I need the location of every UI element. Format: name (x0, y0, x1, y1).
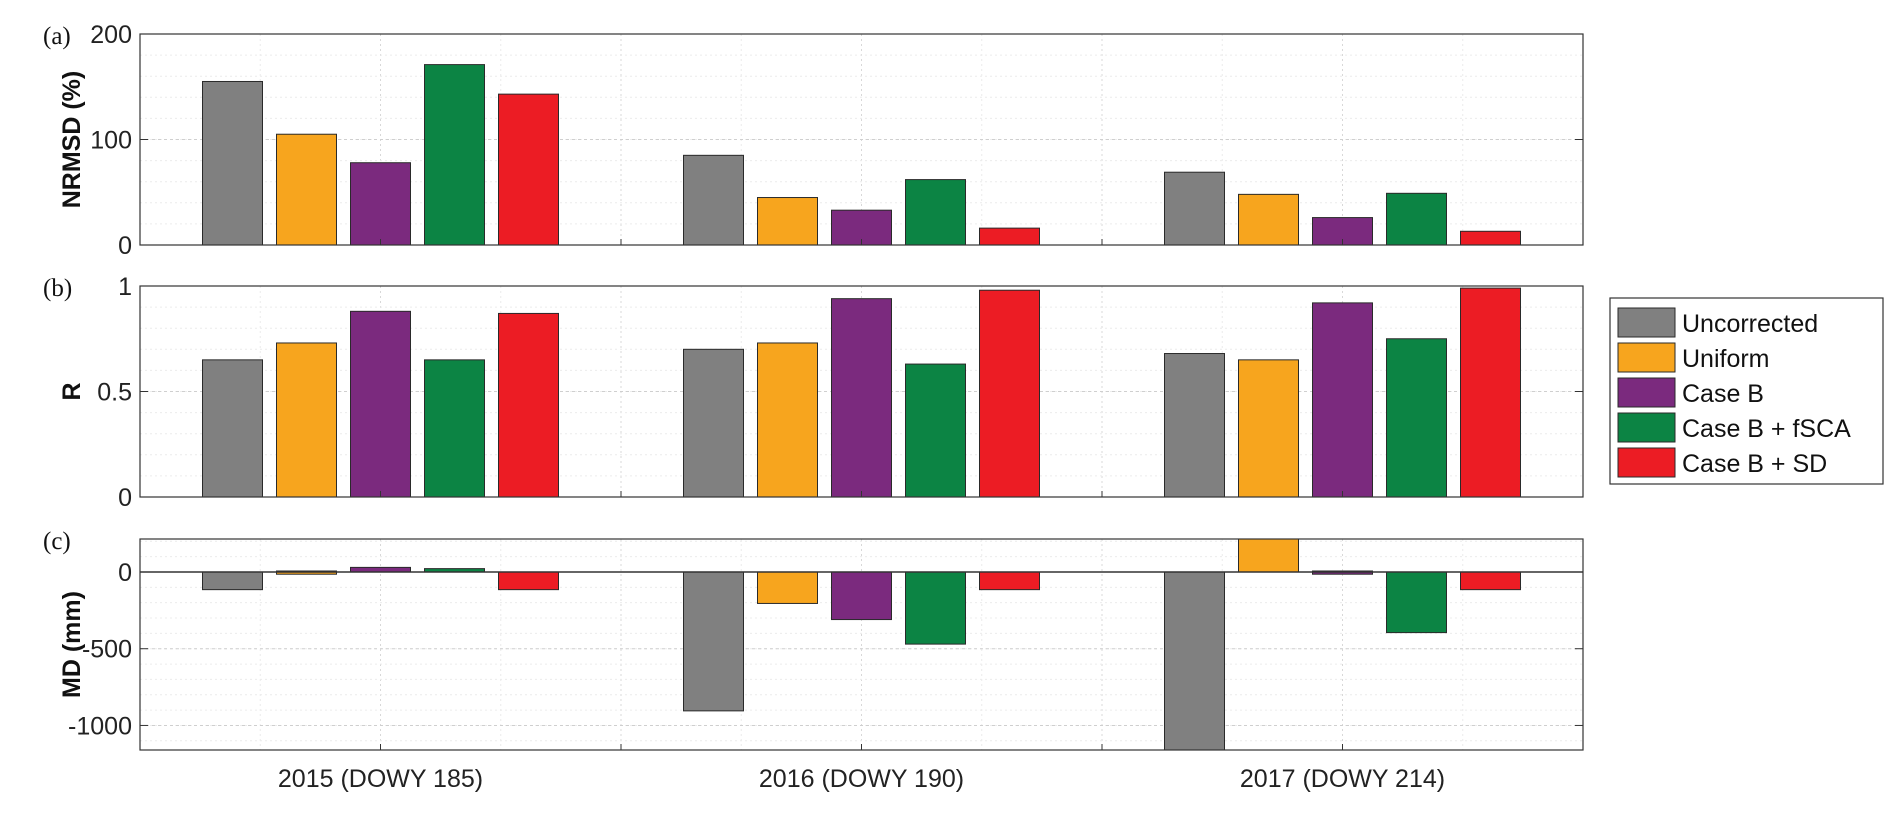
bar-md-mm--case-b-sd-2 (1460, 571, 1521, 591)
bar-r-uncorrected-1 (683, 348, 744, 498)
bar-r-case-b-sd-2 (1460, 287, 1521, 498)
bar-r-case-b-1 (831, 298, 892, 498)
legend-entry: Case B (1682, 380, 1764, 408)
bar-r-case-b-sd-0 (498, 312, 559, 498)
bar-md-mm--uncorrected-1 (683, 571, 744, 712)
legend-swatch-uncorrected (1617, 307, 1676, 338)
y-tick-label: 0 (118, 484, 132, 512)
panel-label: (a) (43, 23, 71, 50)
legend-entry: Uncorrected (1682, 310, 1818, 338)
bar-md-mm--uncorrected-0 (202, 571, 263, 591)
bar-nrmsd--uncorrected-1 (683, 154, 744, 246)
y-tick-label: 0.5 (97, 379, 132, 407)
bar-md-mm--case-b-sd-1 (979, 571, 1040, 591)
y-tick-label: -1000 (68, 712, 132, 740)
legend-entry: Case B + fSCA (1682, 415, 1851, 443)
y-axis-label: NRMSD (%) (58, 71, 86, 209)
bar-nrmsd--case-b-sd-0 (498, 93, 559, 246)
y-tick-label: -500 (82, 636, 132, 664)
x-tick-label: 2015 (DOWY 185) (278, 765, 483, 793)
bar-r-case-b-0 (350, 310, 411, 498)
panel-label: (b) (43, 275, 72, 302)
panel-label: (c) (43, 528, 71, 555)
y-tick-label: 0 (118, 232, 132, 260)
legend-entry: Uniform (1682, 345, 1770, 373)
bar-md-mm--case-b-1 (831, 571, 892, 621)
bar-md-mm--case-b-sd-0 (498, 571, 559, 591)
y-tick-label: 200 (90, 21, 132, 49)
bar-r-uniform-0 (276, 342, 337, 498)
bar-nrmsd--case-b-fsca-0 (424, 64, 485, 246)
y-tick-label: 1 (118, 273, 132, 301)
bar-r-case-b-fsca-0 (424, 359, 485, 498)
bar-md-mm--uniform-1 (757, 571, 818, 604)
bar-r-case-b-sd-1 (979, 289, 1040, 498)
bar-nrmsd--uniform-2 (1238, 193, 1299, 246)
bar-r-uncorrected-2 (1164, 353, 1225, 498)
legend-swatch-uniform (1617, 342, 1676, 373)
bar-nrmsd--case-b-0 (350, 162, 411, 246)
bar-nrmsd--uncorrected-0 (202, 80, 263, 246)
bar-r-case-b-2 (1312, 302, 1373, 498)
legend-swatch-case-b (1617, 377, 1676, 408)
bar-nrmsd--case-b-fsca-1 (905, 179, 966, 246)
bar-nrmsd--uniform-0 (276, 133, 337, 246)
bar-r-uniform-1 (757, 342, 818, 498)
x-tick-label: 2016 (DOWY 190) (759, 765, 964, 793)
legend-entry: Case B + SD (1682, 450, 1827, 478)
bar-nrmsd--case-b-sd-1 (979, 227, 1040, 246)
bar-md-mm--case-b-fsca-2 (1386, 571, 1447, 634)
legend-swatch-case-b-sd (1617, 447, 1676, 478)
y-axis-label: R (58, 382, 86, 400)
y-axis-label: MD (mm) (58, 591, 86, 698)
bar-nrmsd--uniform-1 (757, 197, 818, 246)
bar-md-mm--uniform-2 (1238, 538, 1299, 573)
bar-md-mm--case-b-fsca-1 (905, 571, 966, 645)
y-tick-label: 0 (118, 559, 132, 587)
y-tick-label: 100 (90, 127, 132, 155)
x-tick-label: 2017 (DOWY 214) (1240, 765, 1445, 793)
bar-nrmsd--case-b-fsca-2 (1386, 192, 1447, 246)
bar-r-case-b-fsca-2 (1386, 338, 1447, 498)
bar-nrmsd--uncorrected-2 (1164, 171, 1225, 246)
bar-r-case-b-fsca-1 (905, 363, 966, 498)
bar-md-mm--uncorrected-2 (1164, 571, 1225, 751)
bar-r-uncorrected-0 (202, 359, 263, 498)
legend-swatch-case-b-fsca (1617, 412, 1676, 443)
bar-nrmsd--case-b-sd-2 (1460, 230, 1521, 246)
bar-r-uniform-2 (1238, 359, 1299, 498)
